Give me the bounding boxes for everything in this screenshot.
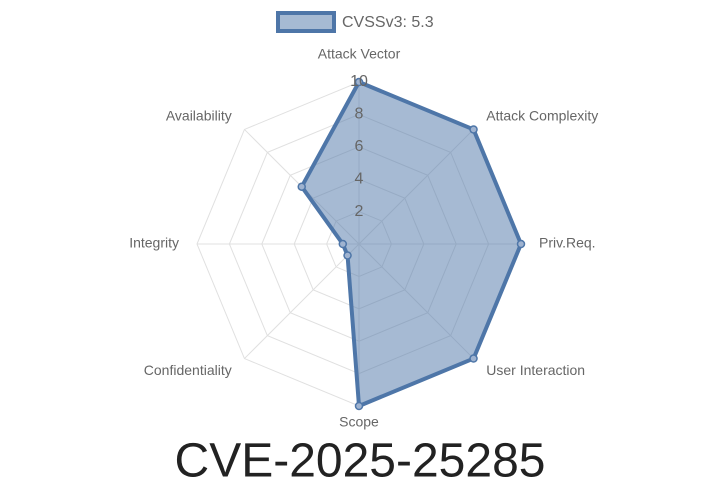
tick-label: 8 [355,106,364,123]
axis-label: Availability [166,107,232,123]
radar-point [338,239,348,249]
legend-swatch [276,11,336,33]
axis-label: Confidentiality [144,362,232,378]
legend-label: CVSSv3: 5.3 [342,14,434,31]
tick-label: 10 [350,73,368,90]
axis-label: User Interaction [486,362,585,378]
grid-spoke [244,243,360,359]
axis-label: Scope [339,414,379,430]
axis-label: Attack Vector [318,46,401,62]
radar-point [354,401,364,411]
radar-point [297,182,306,191]
radar-point [469,125,478,134]
axis-label: Priv.Req. [539,235,596,251]
radar-point [469,354,478,363]
chart-title: CVE-2025-25285 [175,435,546,488]
radar-point [516,239,526,249]
tick-label: 4 [355,170,364,187]
tick-label: 6 [355,138,364,155]
tick-label: 2 [355,203,364,220]
radar-point [354,77,364,87]
axis-label: Integrity [129,235,179,251]
axis-label: Attack Complexity [486,107,598,123]
radar-point [343,251,352,260]
